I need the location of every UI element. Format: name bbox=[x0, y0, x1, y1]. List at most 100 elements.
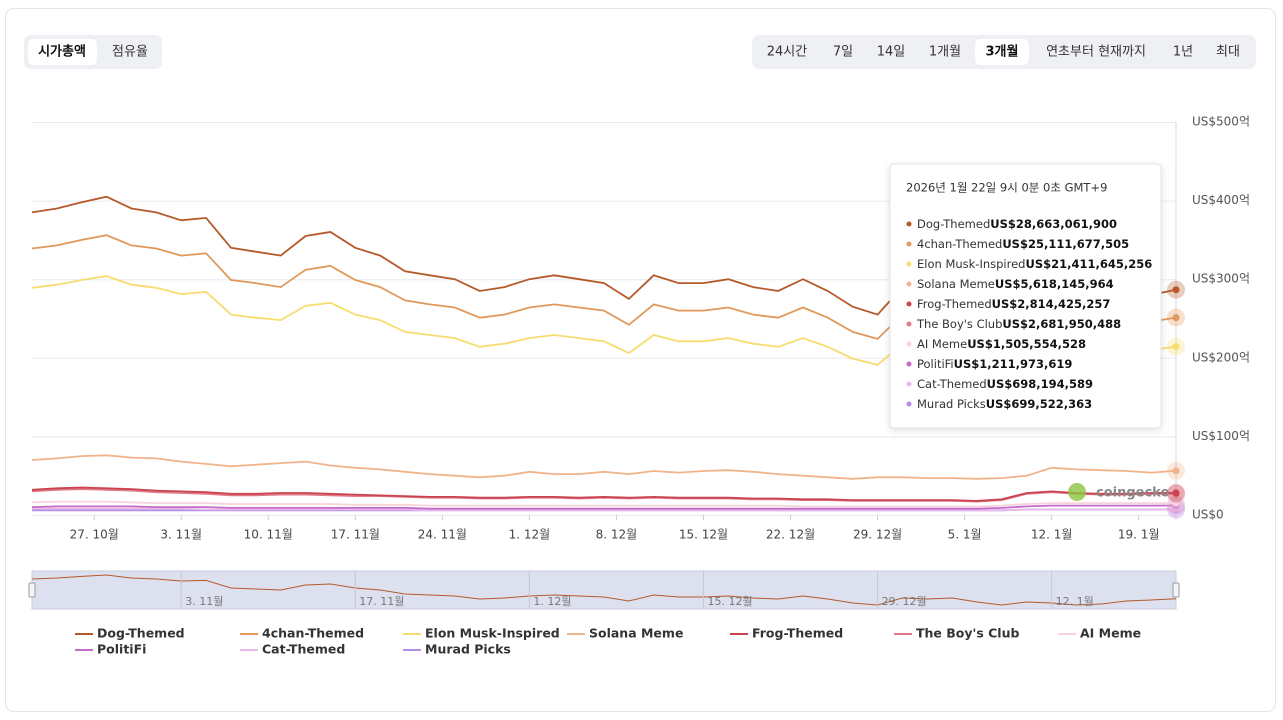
legend-label[interactable]: Dog-Themed bbox=[97, 626, 185, 641]
watermark: coingecko bbox=[1096, 486, 1169, 501]
tooltip-value: US$21,411,645,256 bbox=[1025, 257, 1152, 271]
tooltip-bullet bbox=[906, 361, 912, 367]
tooltip-box bbox=[889, 163, 1162, 429]
tooltip-value: US$2,681,950,488 bbox=[1002, 317, 1121, 331]
y-tick-label: US$500억 bbox=[1192, 115, 1250, 129]
y-tick-label: US$400억 bbox=[1192, 193, 1250, 207]
period-button[interactable]: 14일 bbox=[877, 45, 906, 60]
x-tick-label: 3. 11월 bbox=[160, 528, 202, 542]
period-button[interactable]: 최대 bbox=[1216, 45, 1240, 60]
x-tick-label: 1. 12월 bbox=[509, 528, 551, 542]
tooltip-series: Dog-Themed bbox=[917, 217, 990, 231]
period-button[interactable]: 3개월 bbox=[986, 44, 1019, 60]
tooltip-entry: PolitiFiUS$1,211,973,619 bbox=[917, 357, 1072, 371]
y-tick-label: US$300억 bbox=[1192, 272, 1250, 286]
navigator-tick-label: 29. 12월 bbox=[882, 595, 927, 608]
legend-label[interactable]: Murad Picks bbox=[425, 642, 511, 657]
end-point bbox=[1172, 467, 1180, 475]
x-tick-label: 10. 11월 bbox=[244, 528, 293, 542]
period-button[interactable]: 1년 bbox=[1173, 45, 1193, 60]
tooltip-series: Cat-Themed bbox=[917, 377, 987, 391]
tooltip-series: 4chan-Themed bbox=[917, 237, 1002, 251]
tooltip-bullet bbox=[906, 281, 912, 287]
navigator-tick-label: 3. 11월 bbox=[185, 595, 223, 608]
end-point bbox=[1172, 286, 1180, 294]
tooltip-value: US$1,211,973,619 bbox=[954, 357, 1073, 371]
series-line bbox=[31, 500, 1176, 508]
tooltip-series: Frog-Themed bbox=[917, 297, 992, 311]
series-line bbox=[32, 507, 1176, 512]
tooltip-series: The Boy's Club bbox=[916, 317, 1002, 331]
y-tick-label: US$0 bbox=[1192, 508, 1224, 522]
legend-label[interactable]: The Boy's Club bbox=[916, 626, 1019, 641]
y-tick-label: US$100억 bbox=[1192, 429, 1250, 443]
tooltip-entry: Cat-ThemedUS$698,194,589 bbox=[917, 377, 1093, 391]
series-line bbox=[31, 504, 1177, 510]
tooltip-title: 2026년 1월 22일 9시 0분 0초 GMT+9 bbox=[906, 181, 1107, 195]
legend-label[interactable]: Elon Musk-Inspired bbox=[425, 626, 560, 641]
tooltip-entry: The Boy's ClubUS$2,681,950,488 bbox=[916, 317, 1121, 331]
tooltip-series: Solana Meme bbox=[917, 277, 995, 291]
toggle[interactable]: 시가총액 bbox=[38, 44, 86, 60]
navigator-handle[interactable] bbox=[1172, 582, 1180, 598]
x-tick-label: 27. 10월 bbox=[70, 528, 119, 542]
end-point bbox=[1172, 489, 1180, 497]
legend-label[interactable]: Frog-Themed bbox=[752, 626, 843, 641]
tooltip-value: US$1,505,554,528 bbox=[967, 337, 1086, 351]
tooltip-bullet bbox=[906, 381, 912, 387]
tooltip-bullet bbox=[906, 301, 912, 307]
tooltip-value: US$2,814,425,257 bbox=[992, 297, 1111, 311]
period-button[interactable]: 7일 bbox=[833, 45, 853, 60]
tooltip-series: Elon Musk-Inspired bbox=[917, 257, 1025, 271]
legend-label[interactable]: Cat-Themed bbox=[262, 642, 345, 657]
x-tick-label: 22. 12월 bbox=[766, 528, 815, 542]
series-line bbox=[31, 454, 1177, 480]
toggle-active[interactable] bbox=[28, 39, 97, 65]
tooltip-entry: Murad PicksUS$699,522,363 bbox=[917, 397, 1092, 411]
tooltip-entry: Solana MemeUS$5,618,145,964 bbox=[917, 277, 1114, 291]
navigator-line bbox=[31, 574, 1177, 606]
period-button[interactable]: 1개월 bbox=[929, 45, 961, 60]
tooltip-bullet bbox=[906, 241, 912, 247]
period-button[interactable]: 24시간 bbox=[767, 45, 808, 60]
tooltip-bullet bbox=[906, 261, 912, 267]
tooltip-value: US$25,111,677,505 bbox=[1002, 237, 1129, 251]
tooltip-entry: AI MemeUS$1,505,554,528 bbox=[917, 337, 1086, 351]
tooltip-value: US$28,663,061,900 bbox=[990, 217, 1117, 231]
series-line bbox=[31, 486, 1177, 502]
tooltip-value: US$5,618,145,964 bbox=[995, 277, 1114, 291]
legend-label[interactable]: PolitiFi bbox=[97, 642, 146, 657]
navigator-tick-label: 1. 12월 bbox=[533, 595, 571, 608]
navigator-handle[interactable] bbox=[28, 582, 36, 598]
x-tick-label: 5. 1월 bbox=[948, 528, 982, 542]
tooltip-value: US$698,194,589 bbox=[987, 377, 1093, 391]
tooltip-bullet bbox=[906, 321, 912, 327]
toggle[interactable]: 점유율 bbox=[112, 45, 148, 60]
watermark-logo bbox=[1068, 483, 1086, 501]
legend-label[interactable]: AI Meme bbox=[1080, 626, 1141, 641]
legend-label[interactable]: Solana Meme bbox=[589, 626, 683, 641]
navigator-tick-label: 12. 1월 bbox=[1056, 595, 1094, 608]
tooltip-entry: Elon Musk-InspiredUS$21,411,645,256 bbox=[917, 257, 1152, 271]
x-tick-label: 17. 11월 bbox=[331, 528, 380, 542]
end-point bbox=[1172, 314, 1180, 322]
y-tick-label: US$200억 bbox=[1192, 350, 1250, 364]
period-button[interactable]: 연초부터 현재까지 bbox=[1046, 45, 1146, 60]
period-active[interactable] bbox=[975, 39, 1029, 65]
end-point bbox=[1172, 499, 1180, 507]
x-tick-label: 8. 12월 bbox=[596, 528, 638, 542]
tooltip-entry: 4chan-ThemedUS$25,111,677,505 bbox=[917, 237, 1129, 251]
tooltip-bullet bbox=[906, 401, 912, 407]
tooltip-entry: Frog-ThemedUS$2,814,425,257 bbox=[917, 297, 1110, 311]
x-tick-label: 29. 12월 bbox=[853, 528, 902, 542]
tooltip-series: PolitiFi bbox=[917, 357, 954, 371]
x-tick-label: 15. 12월 bbox=[679, 528, 728, 542]
legend-label[interactable]: 4chan-Themed bbox=[262, 626, 364, 641]
x-tick-label: 12. 1월 bbox=[1031, 528, 1073, 542]
tooltip-bullet bbox=[906, 341, 912, 347]
x-tick-label: 19. 1월 bbox=[1118, 528, 1160, 542]
tooltip-series: Murad Picks bbox=[917, 397, 986, 411]
x-tick-label: 24. 11월 bbox=[418, 528, 467, 542]
tooltip-series: AI Meme bbox=[917, 337, 967, 351]
